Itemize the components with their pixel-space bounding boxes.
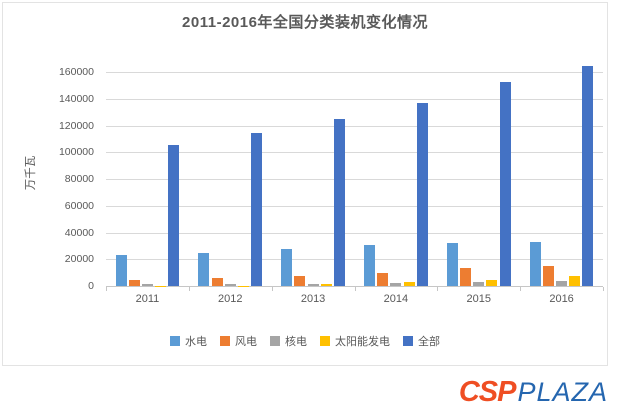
bar-2013-s0 (281, 248, 293, 286)
gridline (106, 152, 603, 154)
bar-2011-s2 (141, 284, 153, 286)
legend-item: 风电 (220, 333, 257, 349)
bar-2014-s2 (390, 283, 402, 286)
bar-2013-s1 (294, 275, 306, 286)
x-axis-tick (603, 287, 604, 291)
x-axis-line (106, 286, 603, 287)
x-tick-label: 2016 (549, 293, 574, 305)
y-tick-label: 80000 (64, 173, 94, 186)
y-tick-label: 140000 (58, 92, 94, 105)
bar-2013-s4 (333, 119, 345, 286)
logo-text-csp: CSP (458, 375, 517, 408)
gridline (106, 125, 603, 127)
legend-swatch-icon (320, 336, 330, 346)
x-tick-label: 2015 (466, 293, 491, 305)
legend-item: 全部 (403, 333, 440, 349)
gridline (106, 259, 603, 261)
bar-2011-s4 (168, 144, 180, 286)
legend-label: 全部 (418, 336, 440, 348)
logo-text-plaza: PLAZA (517, 376, 608, 407)
gridline (106, 72, 603, 74)
x-tick-label: 2011 (135, 293, 160, 305)
bar-2012-s1 (211, 277, 223, 286)
bar-2015-s4 (499, 82, 511, 286)
legend-label: 核电 (285, 336, 307, 348)
x-tick-label: 2012 (218, 293, 243, 305)
legend-swatch-icon (270, 336, 280, 346)
bar-2014-s3 (403, 282, 415, 286)
bar-2016-s0 (529, 241, 541, 286)
bar-2012-s2 (224, 284, 236, 286)
y-tick-label: 40000 (64, 226, 94, 239)
y-tick-label: 120000 (58, 119, 94, 132)
bar-2015-s2 (473, 282, 485, 286)
gridline (106, 179, 603, 181)
bar-2016-s1 (542, 266, 554, 286)
csp-plaza-logo: CSP PLAZA (459, 374, 608, 410)
bar-2013-s2 (307, 283, 319, 286)
x-axis-tick (106, 287, 107, 291)
legend-label: 风电 (235, 336, 257, 348)
x-axis-tick (271, 287, 273, 291)
legend-swatch-icon (403, 336, 413, 346)
x-axis-tick (188, 287, 190, 291)
gridline (106, 98, 603, 100)
legend-swatch-icon (220, 336, 230, 346)
legend-item: 太阳能发电 (320, 333, 390, 349)
x-tick-label: 2013 (300, 293, 326, 305)
x-axis-tick (520, 287, 522, 291)
x-tick-label: 2014 (383, 293, 409, 305)
legend-label: 太阳能发电 (335, 336, 390, 348)
bar-2012-s4 (251, 132, 263, 286)
gridline (106, 205, 603, 207)
bar-2012-s0 (198, 252, 210, 286)
x-axis-tick (437, 287, 439, 291)
bar-2013-s3 (320, 283, 332, 286)
x-axis-tick (354, 287, 356, 291)
bar-2011-s0 (115, 254, 127, 286)
bar-2016-s4 (582, 65, 594, 286)
legend-item: 水电 (170, 333, 207, 349)
y-tick-label: 0 (88, 280, 94, 292)
bar-2014-s4 (416, 102, 428, 286)
bar-2016-s3 (569, 275, 581, 286)
bar-2014-s1 (377, 273, 389, 286)
y-tick-label: 60000 (64, 199, 94, 212)
bar-2015-s0 (446, 243, 458, 286)
y-tick-label: 160000 (58, 66, 94, 79)
gridline (106, 232, 603, 234)
bar-2016-s2 (556, 281, 568, 286)
bar-2015-s3 (486, 280, 498, 286)
bar-2011-s1 (128, 279, 140, 286)
legend-item: 核电 (270, 333, 307, 349)
bar-2014-s0 (364, 245, 376, 286)
y-tick-label: 20000 (64, 253, 94, 266)
legend: 水电 风电 核电 太阳能发电 全部 (2, 333, 608, 349)
legend-swatch-icon (170, 336, 180, 346)
bar-2015-s1 (460, 268, 472, 286)
chart-title: 2011-2016年全国分类装机变化情况 (182, 14, 428, 31)
y-tick-label: 100000 (58, 146, 94, 159)
legend-label: 水电 (185, 336, 207, 348)
